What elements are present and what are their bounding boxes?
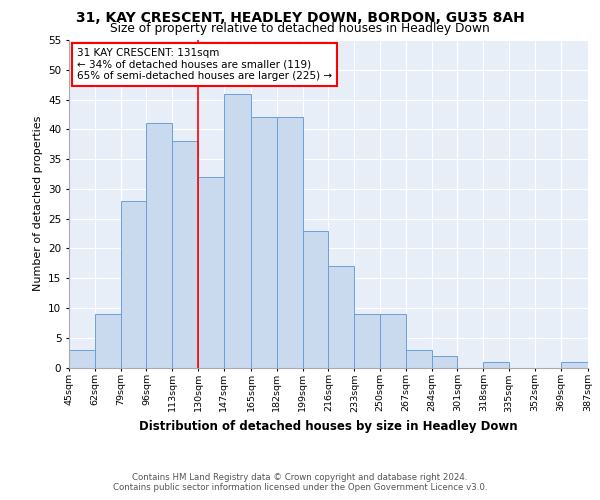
Text: 31, KAY CRESCENT, HEADLEY DOWN, BORDON, GU35 8AH: 31, KAY CRESCENT, HEADLEY DOWN, BORDON, … [76, 11, 524, 25]
Bar [277, 118, 303, 368]
Bar [224, 94, 251, 368]
Bar [329, 266, 354, 368]
Bar [69, 350, 95, 368]
Bar [172, 141, 198, 368]
Bar [251, 118, 277, 368]
Bar [380, 314, 406, 368]
Bar [483, 362, 509, 368]
Bar [95, 314, 121, 368]
Text: Size of property relative to detached houses in Headley Down: Size of property relative to detached ho… [110, 22, 490, 35]
Bar [354, 314, 380, 368]
Bar [406, 350, 431, 368]
Bar [303, 230, 329, 368]
Bar [431, 356, 457, 368]
Bar [198, 177, 224, 368]
Text: Contains HM Land Registry data © Crown copyright and database right 2024.: Contains HM Land Registry data © Crown c… [132, 472, 468, 482]
Bar [121, 201, 146, 368]
Bar [146, 124, 172, 368]
Y-axis label: Number of detached properties: Number of detached properties [32, 116, 43, 292]
Bar [560, 362, 588, 368]
Text: Contains public sector information licensed under the Open Government Licence v3: Contains public sector information licen… [113, 484, 487, 492]
X-axis label: Distribution of detached houses by size in Headley Down: Distribution of detached houses by size … [139, 420, 518, 433]
Text: 31 KAY CRESCENT: 131sqm
← 34% of detached houses are smaller (119)
65% of semi-d: 31 KAY CRESCENT: 131sqm ← 34% of detache… [77, 48, 332, 82]
